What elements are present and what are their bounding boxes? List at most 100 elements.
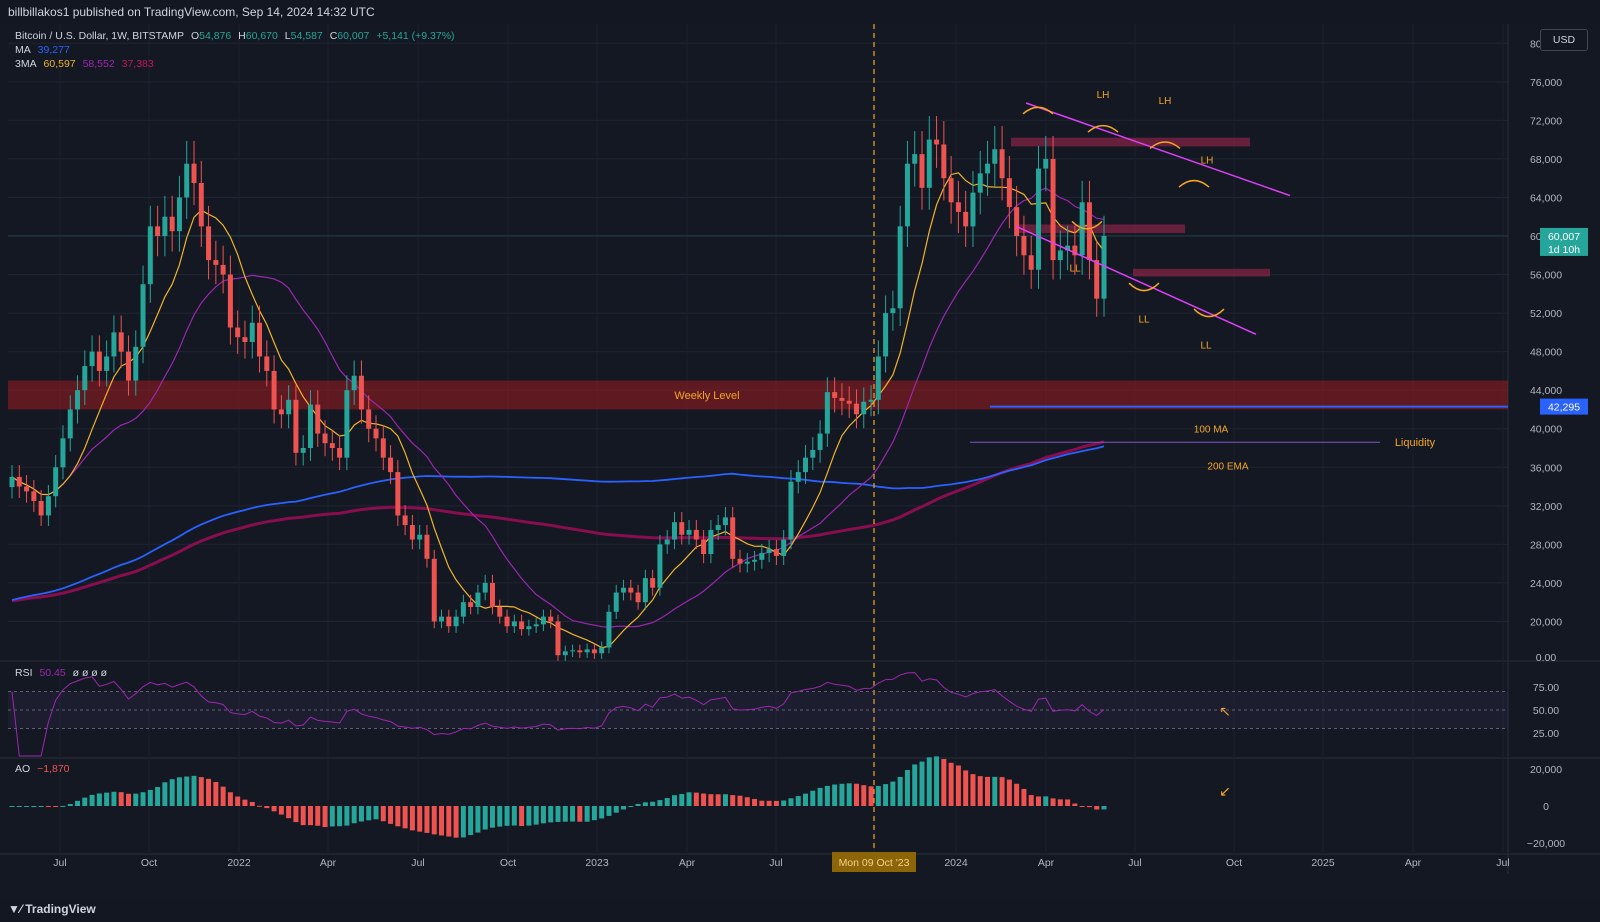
candle-body bbox=[606, 611, 612, 648]
candle-body bbox=[1043, 158, 1049, 169]
ao-bar bbox=[242, 799, 248, 806]
candle-body bbox=[562, 651, 568, 656]
candle-body bbox=[16, 476, 22, 487]
candle-body bbox=[1006, 178, 1012, 208]
rsi-tick-label: 75.00 bbox=[1533, 682, 1559, 694]
rsi-arrow-icon: ↖ bbox=[1219, 703, 1231, 719]
candle-body bbox=[890, 308, 896, 314]
candle-body bbox=[941, 144, 947, 179]
candle-body bbox=[977, 173, 983, 193]
zone-1 bbox=[1011, 137, 1250, 147]
candle-body bbox=[970, 192, 976, 227]
candle-body bbox=[424, 534, 430, 559]
price-tick-label: 40,000 bbox=[1530, 424, 1562, 436]
time-tick-label: Jul bbox=[1496, 857, 1509, 869]
candle-body bbox=[1057, 250, 1063, 261]
candle-body bbox=[591, 649, 597, 654]
ao-bar bbox=[766, 800, 772, 806]
currency-button[interactable]: USD bbox=[1540, 29, 1588, 51]
candle-body bbox=[773, 549, 779, 556]
ao-bar bbox=[679, 794, 685, 806]
ao-bar bbox=[125, 793, 131, 806]
candle-body bbox=[235, 327, 241, 338]
ma100-label: 100 MA bbox=[1194, 425, 1229, 436]
ao-bar bbox=[606, 806, 612, 816]
ao-bar bbox=[337, 806, 343, 827]
ao-bar bbox=[686, 792, 692, 806]
candle-body bbox=[278, 409, 284, 415]
candle-body bbox=[104, 356, 110, 371]
ll-label: LL bbox=[1069, 264, 1081, 275]
ao-arrow-icon: ↙ bbox=[1219, 783, 1231, 799]
candle-body bbox=[810, 449, 816, 458]
candle-body bbox=[1014, 207, 1020, 236]
current-price-tag-bg bbox=[1540, 227, 1588, 256]
ao-bar bbox=[948, 762, 954, 806]
time-tick-label: Jul bbox=[53, 857, 66, 869]
ao-bar bbox=[759, 800, 765, 806]
liquidity-label: Liquidity bbox=[1395, 437, 1436, 449]
candle-body bbox=[1035, 168, 1041, 270]
ao-bar bbox=[846, 783, 852, 806]
lh-arc bbox=[1087, 124, 1119, 133]
candle-body bbox=[730, 517, 736, 559]
candle-body bbox=[671, 522, 677, 540]
open-value: 54,876 bbox=[199, 30, 232, 42]
candle-body bbox=[555, 621, 561, 656]
candle-body bbox=[286, 399, 292, 415]
candle-body bbox=[795, 472, 801, 482]
price-tick-label: 28,000 bbox=[1530, 539, 1562, 551]
ao-bar bbox=[1057, 799, 1063, 806]
ema200-label: 200 EMA bbox=[1207, 461, 1248, 472]
ll-arc bbox=[1071, 220, 1103, 230]
ao-bar bbox=[955, 765, 961, 806]
candle-body bbox=[883, 313, 889, 357]
candle-body bbox=[337, 448, 343, 458]
ao-bar bbox=[395, 806, 401, 827]
candle-body bbox=[213, 260, 219, 265]
ao-bar bbox=[650, 801, 656, 806]
ao-bar bbox=[773, 800, 779, 806]
ao-bar bbox=[45, 806, 51, 807]
ao-bar bbox=[1101, 806, 1107, 810]
ao-bar bbox=[1050, 798, 1056, 806]
ao-bar bbox=[693, 792, 699, 806]
ao-bar bbox=[53, 806, 59, 807]
candle-body bbox=[570, 650, 576, 652]
ao-bar bbox=[591, 806, 597, 821]
ao-bar bbox=[577, 806, 583, 822]
ao-bar bbox=[708, 794, 714, 806]
ao-bar bbox=[934, 756, 940, 806]
candle-body bbox=[24, 486, 30, 492]
candle-body bbox=[220, 264, 226, 275]
ao-bar bbox=[839, 783, 845, 806]
price-tick-label: 20,000 bbox=[1530, 616, 1562, 628]
grid bbox=[0, 24, 1600, 874]
candle-body bbox=[613, 592, 619, 612]
time-tick-label: 2024 bbox=[944, 857, 968, 869]
candle-body bbox=[832, 392, 838, 398]
ao-bar bbox=[140, 792, 146, 806]
candle-body bbox=[817, 433, 823, 450]
ao-bar bbox=[642, 802, 648, 806]
brand-label: TradingView bbox=[25, 902, 96, 916]
ao-bar bbox=[803, 793, 809, 806]
rsi-top-tick: 0.00 bbox=[1536, 652, 1557, 664]
ao-bar bbox=[460, 806, 466, 838]
ao-bar bbox=[206, 778, 212, 806]
3ma-label: 3MA bbox=[15, 58, 37, 70]
ao-bar bbox=[431, 806, 437, 835]
ao-bar bbox=[489, 806, 495, 828]
candle-body bbox=[504, 616, 510, 627]
ao-bar bbox=[1035, 796, 1041, 806]
candle-body bbox=[628, 587, 634, 593]
ao-bar bbox=[184, 776, 190, 806]
ao-bar bbox=[497, 806, 503, 827]
ao-bar bbox=[621, 806, 627, 810]
price-tick-label: 52,000 bbox=[1530, 308, 1562, 320]
zone-0 bbox=[8, 380, 1508, 410]
ao-bar bbox=[868, 786, 874, 806]
candle-body bbox=[75, 390, 81, 410]
ao-bar bbox=[912, 764, 918, 806]
